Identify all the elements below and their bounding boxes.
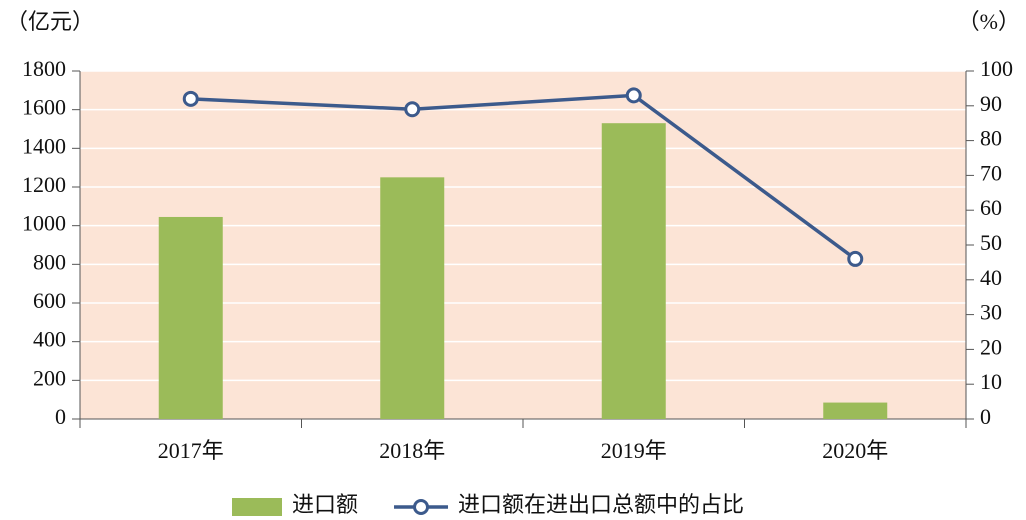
line-marker — [625, 87, 642, 104]
y2-axis-label: （%） — [958, 9, 1020, 34]
bar — [823, 402, 888, 419]
y2-tick-label: 100 — [980, 56, 1013, 81]
line-marker — [182, 90, 199, 107]
y2-tick-label: 80 — [980, 126, 1002, 151]
y2-tick-label: 70 — [980, 160, 1002, 185]
y-tick-label: 1200 — [22, 172, 66, 197]
legend-swatch — [232, 498, 282, 516]
y-tick-label: 0 — [55, 404, 66, 429]
bar — [601, 123, 666, 419]
bar — [158, 216, 223, 419]
y-tick-label: 1600 — [22, 95, 66, 120]
y-tick-label: 800 — [33, 249, 66, 274]
y2-tick-label: 30 — [980, 300, 1002, 325]
y-axis-label: （亿元） — [6, 9, 94, 34]
y-tick-label: 200 — [33, 365, 66, 390]
x-tick-label: 2017年 — [158, 438, 224, 463]
bar — [380, 177, 445, 419]
y2-tick-label: 90 — [980, 91, 1002, 116]
line-marker — [404, 101, 421, 118]
y2-tick-label: 20 — [980, 334, 1002, 359]
y2-tick-label: 0 — [980, 404, 991, 429]
y2-tick-label: 40 — [980, 265, 1002, 290]
legend-label: 进口额在进出口总额中的占比 — [458, 492, 744, 517]
y2-tick-label: 60 — [980, 195, 1002, 220]
x-tick-label: 2020年 — [822, 438, 888, 463]
y-tick-label: 1400 — [22, 133, 66, 158]
y-tick-label: 600 — [33, 288, 66, 313]
legend-marker — [413, 499, 430, 515]
x-tick-label: 2018年 — [379, 438, 445, 463]
x-tick-label: 2019年 — [601, 438, 667, 463]
y-tick-label: 1000 — [22, 211, 66, 236]
y2-tick-label: 50 — [980, 230, 1002, 255]
line-marker — [847, 250, 864, 267]
plot-background — [80, 71, 966, 419]
y-tick-label: 400 — [33, 327, 66, 352]
y-tick-label: 1800 — [22, 56, 66, 81]
legend-label: 进口额 — [292, 492, 358, 517]
line — [190, 93, 857, 261]
y2-tick-label: 10 — [980, 369, 1002, 394]
